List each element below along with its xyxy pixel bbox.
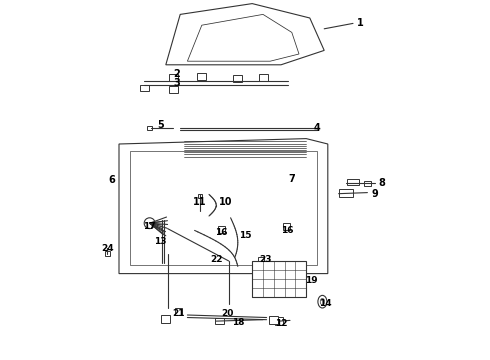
Text: 9: 9 — [371, 189, 378, 199]
Text: 18: 18 — [232, 319, 244, 328]
Bar — [215, 318, 224, 324]
Bar — [169, 86, 177, 93]
Text: 23: 23 — [260, 256, 272, 264]
Text: 3: 3 — [173, 78, 180, 88]
Bar — [169, 74, 177, 81]
Text: 20: 20 — [221, 310, 233, 319]
Bar — [252, 261, 306, 297]
Text: 22: 22 — [210, 256, 222, 264]
Bar — [339, 189, 353, 197]
Text: 10: 10 — [219, 197, 232, 207]
Bar — [219, 226, 225, 233]
Bar — [147, 126, 152, 130]
Text: 16: 16 — [215, 229, 228, 238]
Bar — [270, 316, 278, 324]
Bar — [259, 74, 268, 81]
Text: 14: 14 — [319, 299, 332, 307]
Bar — [105, 251, 110, 256]
Bar — [197, 73, 206, 80]
Text: 11: 11 — [193, 197, 207, 207]
Bar — [175, 308, 182, 315]
Text: 13: 13 — [154, 237, 167, 246]
Text: 15: 15 — [239, 231, 251, 240]
Bar — [140, 85, 148, 91]
Text: 6: 6 — [108, 175, 115, 185]
Text: 4: 4 — [314, 123, 320, 133]
Bar — [364, 181, 371, 186]
Bar — [161, 315, 171, 323]
Text: 2: 2 — [173, 69, 180, 79]
Text: 12: 12 — [275, 320, 287, 328]
Bar — [275, 317, 283, 325]
Text: 8: 8 — [378, 177, 385, 188]
Bar — [258, 257, 265, 263]
Bar — [198, 194, 202, 198]
Text: 19: 19 — [305, 276, 318, 285]
Text: 21: 21 — [172, 310, 185, 319]
Bar — [283, 223, 290, 230]
Bar — [347, 179, 359, 185]
Text: 7: 7 — [289, 174, 295, 184]
Text: 5: 5 — [157, 120, 164, 130]
Text: 17: 17 — [143, 222, 156, 231]
Text: 16: 16 — [281, 226, 294, 235]
Text: 1: 1 — [357, 18, 364, 28]
Bar — [233, 75, 242, 82]
Text: 24: 24 — [101, 244, 114, 253]
